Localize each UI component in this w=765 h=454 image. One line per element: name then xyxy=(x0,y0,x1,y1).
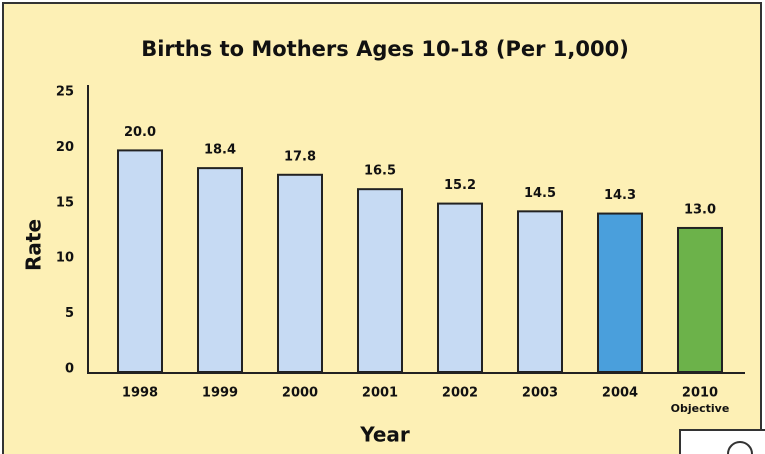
y-tick-label: 10 xyxy=(56,251,74,266)
bar xyxy=(517,210,563,373)
x-tick-label: 2001 xyxy=(362,386,398,401)
x-tick-label: 2000 xyxy=(282,386,318,401)
x-tick-label: 2010 xyxy=(682,386,718,401)
chart-title: Births to Mothers Ages 10-18 (Per 1,000) xyxy=(141,37,629,61)
corner-icon xyxy=(727,441,753,454)
y-tick-label: 20 xyxy=(56,140,74,155)
x-tick-label: Objective xyxy=(671,402,730,415)
value-label: 18.4 xyxy=(204,143,236,158)
value-label: 15.2 xyxy=(444,178,476,193)
y-axis-label: Rate xyxy=(22,219,46,271)
bar xyxy=(677,226,723,373)
x-tick-label: 2003 xyxy=(522,386,558,401)
bar xyxy=(357,188,403,373)
value-label: 20.0 xyxy=(124,125,156,140)
bar xyxy=(117,149,163,373)
y-tick-label: 5 xyxy=(65,306,74,321)
bar xyxy=(597,212,643,373)
value-label: 16.5 xyxy=(364,164,396,179)
value-label: 14.5 xyxy=(524,186,556,201)
value-label: 17.8 xyxy=(284,149,316,164)
bar xyxy=(437,202,483,373)
x-tick-label: 2004 xyxy=(602,386,638,401)
bar xyxy=(197,167,243,373)
y-tick-label: 0 xyxy=(65,362,74,377)
value-label: 14.3 xyxy=(604,188,636,203)
x-axis-label: Year xyxy=(359,423,410,447)
y-tick-label: 15 xyxy=(56,195,74,210)
value-label: 13.0 xyxy=(684,202,716,217)
y-tick-label: 25 xyxy=(56,85,74,100)
bar xyxy=(277,173,323,373)
x-tick-label: 1999 xyxy=(202,386,238,401)
x-tick-label: 1998 xyxy=(122,386,158,401)
x-tick-label: 2002 xyxy=(442,386,478,401)
